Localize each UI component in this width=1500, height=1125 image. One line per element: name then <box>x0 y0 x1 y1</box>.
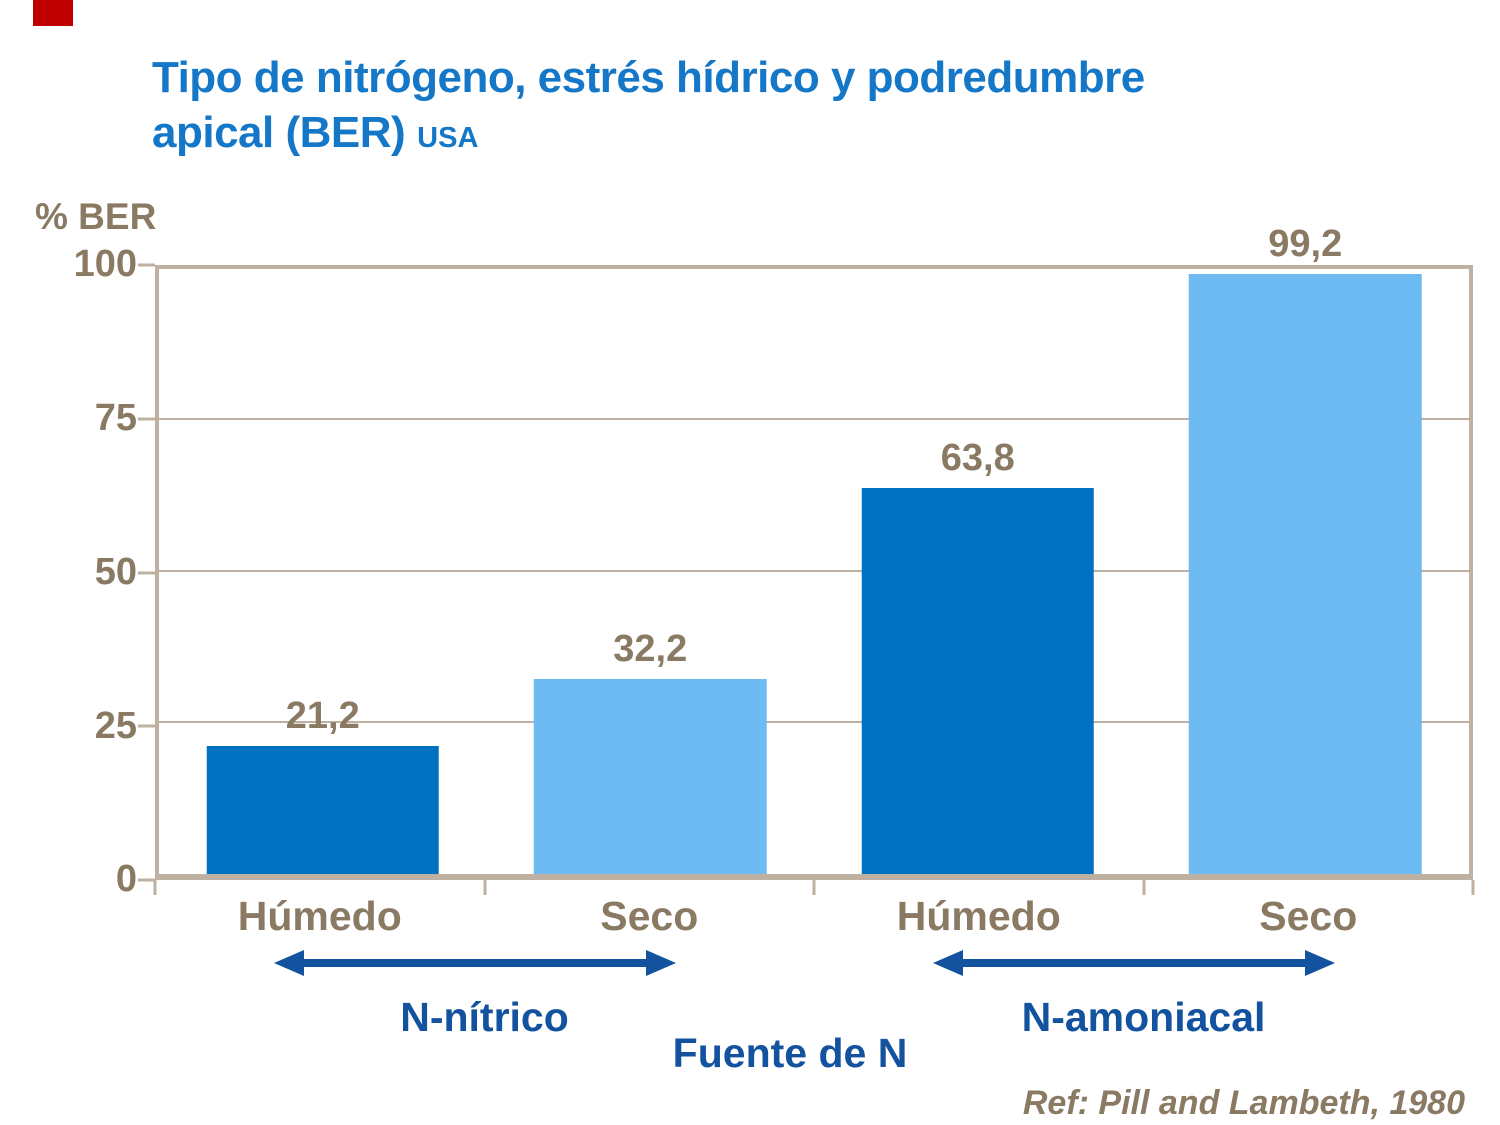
arrow-shaft <box>303 959 646 967</box>
bar-slot: 99,2 <box>1142 225 1470 874</box>
chart-title-line-2: apical (BER) <box>152 108 406 158</box>
bar-value-label: 21,2 <box>285 694 360 737</box>
group-label: N-amoniacal <box>1021 994 1266 1040</box>
x-tick-mark <box>1142 880 1145 895</box>
chart-title-suffix: USA <box>417 122 479 155</box>
bar <box>1188 273 1422 874</box>
bars-row: 21,2 32,2 63,8 99,2 <box>159 225 1470 874</box>
category-labels-row: Húmedo Seco Húmedo Seco <box>155 893 1473 940</box>
group-annotations-row: N-nítrico N-amoniacal <box>155 948 1473 1041</box>
category-label: Seco <box>600 893 699 939</box>
plot-area: 21,2 32,2 63,8 99,2 <box>155 225 1473 880</box>
gridline <box>159 720 1469 723</box>
double-arrow <box>932 948 1335 978</box>
y-tick-label: 100 <box>73 243 137 286</box>
x-tick-mark <box>483 880 486 895</box>
bar-slot: 21,2 <box>159 269 487 874</box>
category-group: N-nítrico <box>155 948 814 1041</box>
bar-slot: 63,8 <box>814 269 1142 874</box>
bar-value-label: 99,2 <box>1268 222 1343 265</box>
gridline <box>159 569 1469 572</box>
bar <box>861 488 1095 874</box>
category-label: Seco <box>1259 893 1358 939</box>
y-tick-label: 25 <box>94 704 137 747</box>
category-group: N-amoniacal <box>814 948 1473 1041</box>
y-tick-mark <box>138 878 155 882</box>
x-tick-mark <box>153 880 157 895</box>
red-accent-mark <box>33 0 73 26</box>
reference-text: Ref: Pill and Lambeth, 1980 <box>1022 1084 1465 1122</box>
y-tick-mark <box>138 724 155 728</box>
chart: 21,2 32,2 63,8 99,2 0 25 50 75 100 <box>74 225 1475 898</box>
category-label: Húmedo <box>237 893 402 939</box>
bar-value-label: 63,8 <box>940 437 1015 480</box>
x-tick-mark <box>1471 880 1475 895</box>
y-axis-title: % BER <box>35 196 157 237</box>
arrowhead-left-icon <box>932 950 963 976</box>
y-tick-label: 75 <box>94 396 137 439</box>
double-arrow <box>273 948 676 978</box>
arrowhead-right-icon <box>1304 950 1335 976</box>
y-tick-mark <box>138 417 155 421</box>
bar <box>206 745 440 874</box>
chart-title: Tipo de nitrógeno, estrés hídrico y podr… <box>152 50 1145 161</box>
arrowhead-right-icon <box>645 950 676 976</box>
y-tick-mark <box>138 263 155 267</box>
y-tick-mark <box>138 571 155 574</box>
bar-value-label: 32,2 <box>613 628 688 671</box>
bar <box>533 679 767 874</box>
bar-slot: 32,2 <box>487 269 815 874</box>
group-label: N-nítrico <box>400 994 569 1040</box>
category-label: Húmedo <box>896 893 1061 939</box>
x-tick-mark <box>812 880 816 895</box>
gridline <box>159 418 1469 421</box>
arrowhead-left-icon <box>273 950 304 976</box>
y-tick-label: 0 <box>115 858 137 901</box>
y-tick-label: 50 <box>94 550 137 593</box>
chart-title-line-1: Tipo de nitrógeno, estrés hídrico y podr… <box>152 53 1145 102</box>
x-axis-title: Fuente de N <box>672 1030 908 1076</box>
arrow-shaft <box>962 959 1305 967</box>
